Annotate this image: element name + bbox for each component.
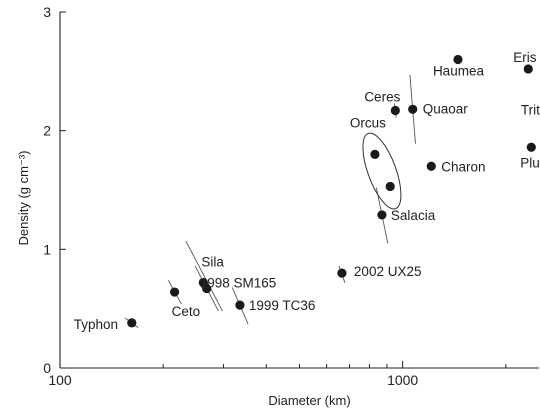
- point-ceres: [390, 105, 400, 116]
- point-orcus: [385, 181, 395, 192]
- label-1998-sm165: 1998 SM165: [200, 275, 277, 290]
- x-tick-label: 1000: [387, 372, 418, 388]
- point-haumea: [453, 54, 463, 65]
- y-axis-title: Density (g cm⁻³): [16, 151, 31, 246]
- point-charon: [426, 161, 436, 171]
- data-points: [127, 54, 536, 328]
- point-1998-sm165: [202, 283, 212, 294]
- point-1999-tc36: [235, 300, 245, 310]
- label-salacia: Salacia: [391, 208, 436, 223]
- label-ceres: Ceres: [364, 89, 400, 104]
- y-tick-label: 2: [43, 123, 51, 139]
- label-2002-ux25: 2002 UX25: [354, 264, 422, 279]
- label-typhon: Typhon: [74, 317, 118, 332]
- error-bar-sila: [185, 240, 223, 312]
- x-tick-label: 100: [48, 372, 72, 388]
- x-axis-title: Diameter (km): [268, 393, 350, 408]
- label-charon: Charon: [441, 159, 485, 174]
- label-eris: Eris: [513, 50, 536, 65]
- label-pluto: Pluto: [520, 155, 540, 170]
- y-tick-label: 3: [43, 4, 51, 20]
- orcus-uncertainty-ellipse: [362, 132, 402, 210]
- point-salacia: [377, 210, 387, 220]
- label-triton: Triton: [521, 103, 540, 118]
- axes: 0 1 2 3 100 1000 Diameter (km) Density (g cm⁻³): [16, 4, 539, 408]
- label-sila: Sila: [201, 255, 224, 270]
- point-labels: Typhon Ceto Sila 1998 SM165 1999 TC36 2002 UX…: [74, 50, 540, 332]
- point-typhon: [127, 318, 137, 328]
- point-orcus: [370, 149, 380, 159]
- y-tick-label: 1: [43, 241, 51, 257]
- point-ceto: [169, 287, 180, 297]
- point-quaoar: [408, 104, 418, 114]
- point-2002-ux25: [337, 268, 347, 278]
- label-1999-tc36: 1999 TC36: [249, 298, 316, 313]
- label-orcus: Orcus: [350, 115, 386, 130]
- point-eris: [523, 64, 533, 74]
- label-haumea: Haumea: [433, 63, 485, 78]
- point-pluto: [526, 142, 536, 152]
- label-quaoar: Quaoar: [423, 101, 469, 116]
- y-tick-label: 0: [43, 360, 51, 376]
- label-ceto: Ceto: [172, 304, 201, 319]
